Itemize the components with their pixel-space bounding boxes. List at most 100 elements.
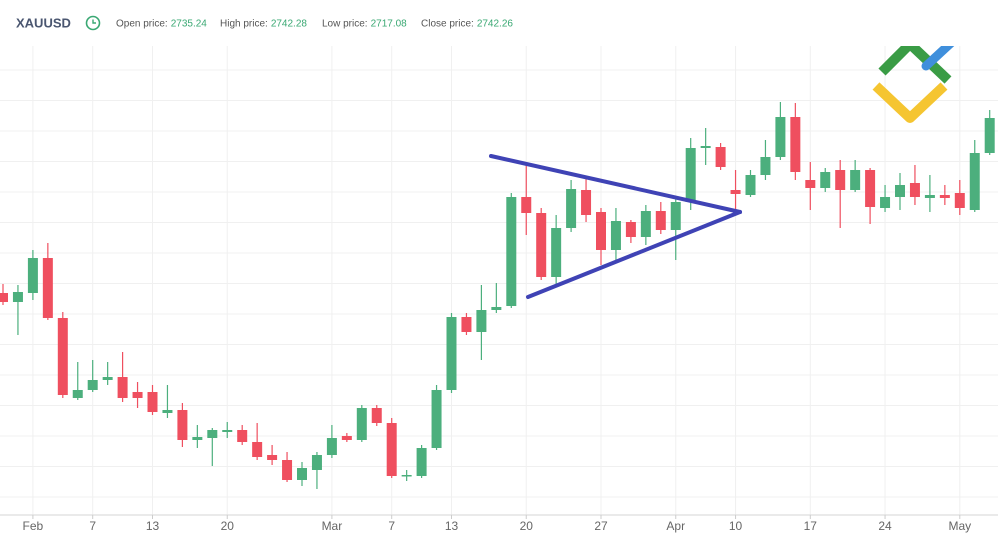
x-tick-label: 17 [804, 519, 818, 533]
candle-body [790, 117, 801, 172]
stat-value: 2717.08 [371, 19, 408, 30]
stat-label: High price: [220, 19, 268, 30]
candle-body [132, 392, 143, 398]
candle-body [42, 258, 53, 318]
candle-body [551, 228, 562, 277]
candle-body [177, 410, 188, 440]
candle-body [835, 170, 846, 190]
candle-body [670, 202, 681, 230]
candle-body [491, 307, 502, 310]
candle-body [341, 436, 352, 440]
candle-body [760, 157, 771, 175]
candle-body [700, 146, 711, 148]
candle-body [895, 185, 905, 197]
candle-body [386, 423, 397, 476]
clock-icon [85, 15, 101, 31]
candle-body [969, 153, 980, 210]
stat-label: Open price: [116, 19, 168, 30]
candle-body [192, 437, 203, 440]
candle-body [27, 258, 38, 293]
candle-body [446, 317, 457, 390]
x-tick-label: 13 [445, 519, 459, 533]
candle-body [461, 317, 472, 332]
candle-body [820, 172, 831, 188]
candle-body [207, 430, 218, 438]
candle-body [267, 455, 278, 460]
candle-body [57, 318, 68, 395]
candle-body [596, 212, 606, 250]
candle-body [416, 448, 427, 476]
candle-body [640, 211, 651, 237]
candle-body [237, 430, 248, 442]
x-tick-label: Apr [666, 519, 685, 533]
candle-body [954, 193, 965, 208]
x-tick-label: 27 [594, 519, 608, 533]
candle-body [880, 197, 891, 208]
stats: Open price: 2735.24 High price: 2742.28 Low … [116, 19, 513, 30]
candle-body [431, 390, 442, 448]
x-tick-label: 24 [878, 519, 892, 533]
grid [0, 46, 998, 515]
candle-body [0, 293, 8, 302]
candle-body [581, 190, 592, 215]
x-tick-label: 7 [388, 519, 395, 533]
candle-body [521, 197, 532, 213]
candle-body [282, 460, 293, 480]
candle-body [356, 408, 367, 440]
candle-body [909, 183, 920, 197]
candle-body [939, 195, 950, 198]
header-bar [0, 0, 998, 46]
candle-body [924, 195, 935, 198]
candle-body [865, 170, 876, 207]
stat-value: 2742.28 [271, 19, 308, 30]
x-tick-label: Mar [322, 519, 343, 533]
candle-body [252, 442, 263, 457]
candle-body [72, 390, 83, 398]
candle-body [745, 175, 756, 195]
x-tick-label: May [948, 519, 971, 533]
candle-body [715, 147, 726, 167]
logo-yellow [872, 82, 948, 123]
x-tick-label: Feb [23, 519, 44, 533]
candle-body [850, 170, 861, 190]
candle-body [536, 213, 547, 277]
x-tick-label: 10 [729, 519, 743, 533]
trend-line-upper [489, 154, 742, 214]
candle-body [401, 475, 412, 477]
trend-line-lower [526, 210, 742, 299]
x-tick-label: 20 [520, 519, 534, 533]
candle-body [476, 310, 487, 332]
x-tick-label: 20 [221, 519, 235, 533]
candle-body [102, 377, 113, 380]
candle-body [311, 455, 322, 470]
candle-body [147, 392, 158, 412]
x-tick-label: 13 [146, 519, 160, 533]
candle-body [655, 211, 666, 230]
candle-body [162, 410, 173, 413]
candle-body [117, 377, 128, 398]
stat-label: Low price: [322, 19, 368, 30]
candle-body [685, 148, 696, 202]
candle-body [625, 222, 636, 237]
candle-body [730, 190, 741, 194]
candle-body [506, 197, 517, 306]
symbol: XAUUSD [16, 15, 71, 30]
candle-body [984, 118, 995, 153]
candle-body [12, 292, 23, 302]
candle-body [87, 380, 98, 390]
stat-value: 2735.24 [171, 19, 208, 30]
candle-body [297, 468, 307, 480]
stat-label: Close price: [421, 19, 474, 30]
candle-body [566, 189, 577, 228]
candle-body [775, 117, 786, 157]
candle-body [805, 180, 816, 188]
candle-body [610, 221, 621, 250]
x-tick-label: 7 [89, 519, 96, 533]
stat-value: 2742.26 [477, 19, 514, 30]
candle-body [326, 438, 337, 455]
plot [0, 102, 995, 489]
candle-body [371, 408, 382, 423]
